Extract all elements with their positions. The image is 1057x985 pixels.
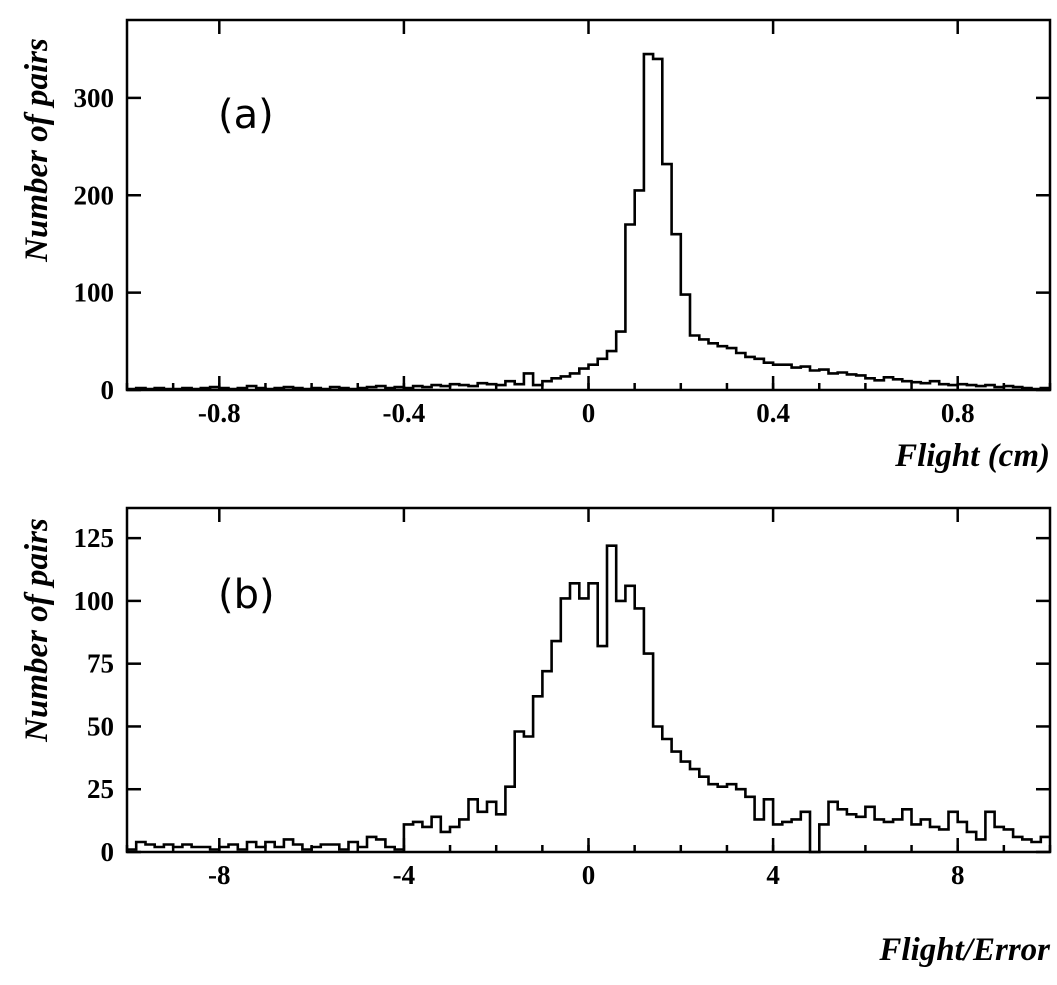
plot-frame xyxy=(125,506,1052,854)
x-tick-label: 8 xyxy=(951,860,965,890)
plot-frame xyxy=(125,18,1052,392)
y-tick-label: 25 xyxy=(87,774,114,804)
x-tick-label: 0.8 xyxy=(941,398,975,428)
panel-b-flight-error-histogram: -8 -4 0 4 8 0 25 50 75 100 125 (b) Flight/Error Numbe… xyxy=(19,506,1052,968)
x-tick-label: -0.8 xyxy=(198,398,241,428)
y-axis-title: Number of pairs xyxy=(19,518,55,743)
x-tick-label: 0 xyxy=(582,860,596,890)
x-tick-label: 4 xyxy=(766,860,780,890)
x-axis-title: Flight/Error xyxy=(878,932,1051,968)
x-tick-label: -0.4 xyxy=(383,398,426,428)
x-axis-title: Flight (cm) xyxy=(894,438,1050,474)
panel-label: (a) xyxy=(218,92,274,138)
panel-label: (b) xyxy=(218,572,275,618)
y-tick-label: 200 xyxy=(74,180,115,210)
histogram-series xyxy=(127,52,1050,391)
histogram-series xyxy=(127,544,1050,854)
x-tick-label: 0.4 xyxy=(756,398,790,428)
y-axis-title: Number of pairs xyxy=(19,38,55,263)
y-tick-label: 300 xyxy=(74,83,115,113)
y-tick-label: 125 xyxy=(74,523,115,553)
y-tick-label: 0 xyxy=(101,837,115,867)
panel-a-flight-histogram: -0.8 -0.4 0 0.4 0.8 0 100 200 300 (a) Flight (cm) N… xyxy=(19,18,1052,474)
y-tick-label: 75 xyxy=(87,649,114,679)
x-tick-label: -4 xyxy=(393,860,416,890)
y-tick-label: 100 xyxy=(74,278,115,308)
x-tick-label: -8 xyxy=(208,860,231,890)
x-tick-label: 0 xyxy=(582,398,596,428)
y-tick-label: 0 xyxy=(101,375,115,405)
y-tick-label: 50 xyxy=(87,711,114,741)
y-tick-label: 100 xyxy=(74,586,115,616)
